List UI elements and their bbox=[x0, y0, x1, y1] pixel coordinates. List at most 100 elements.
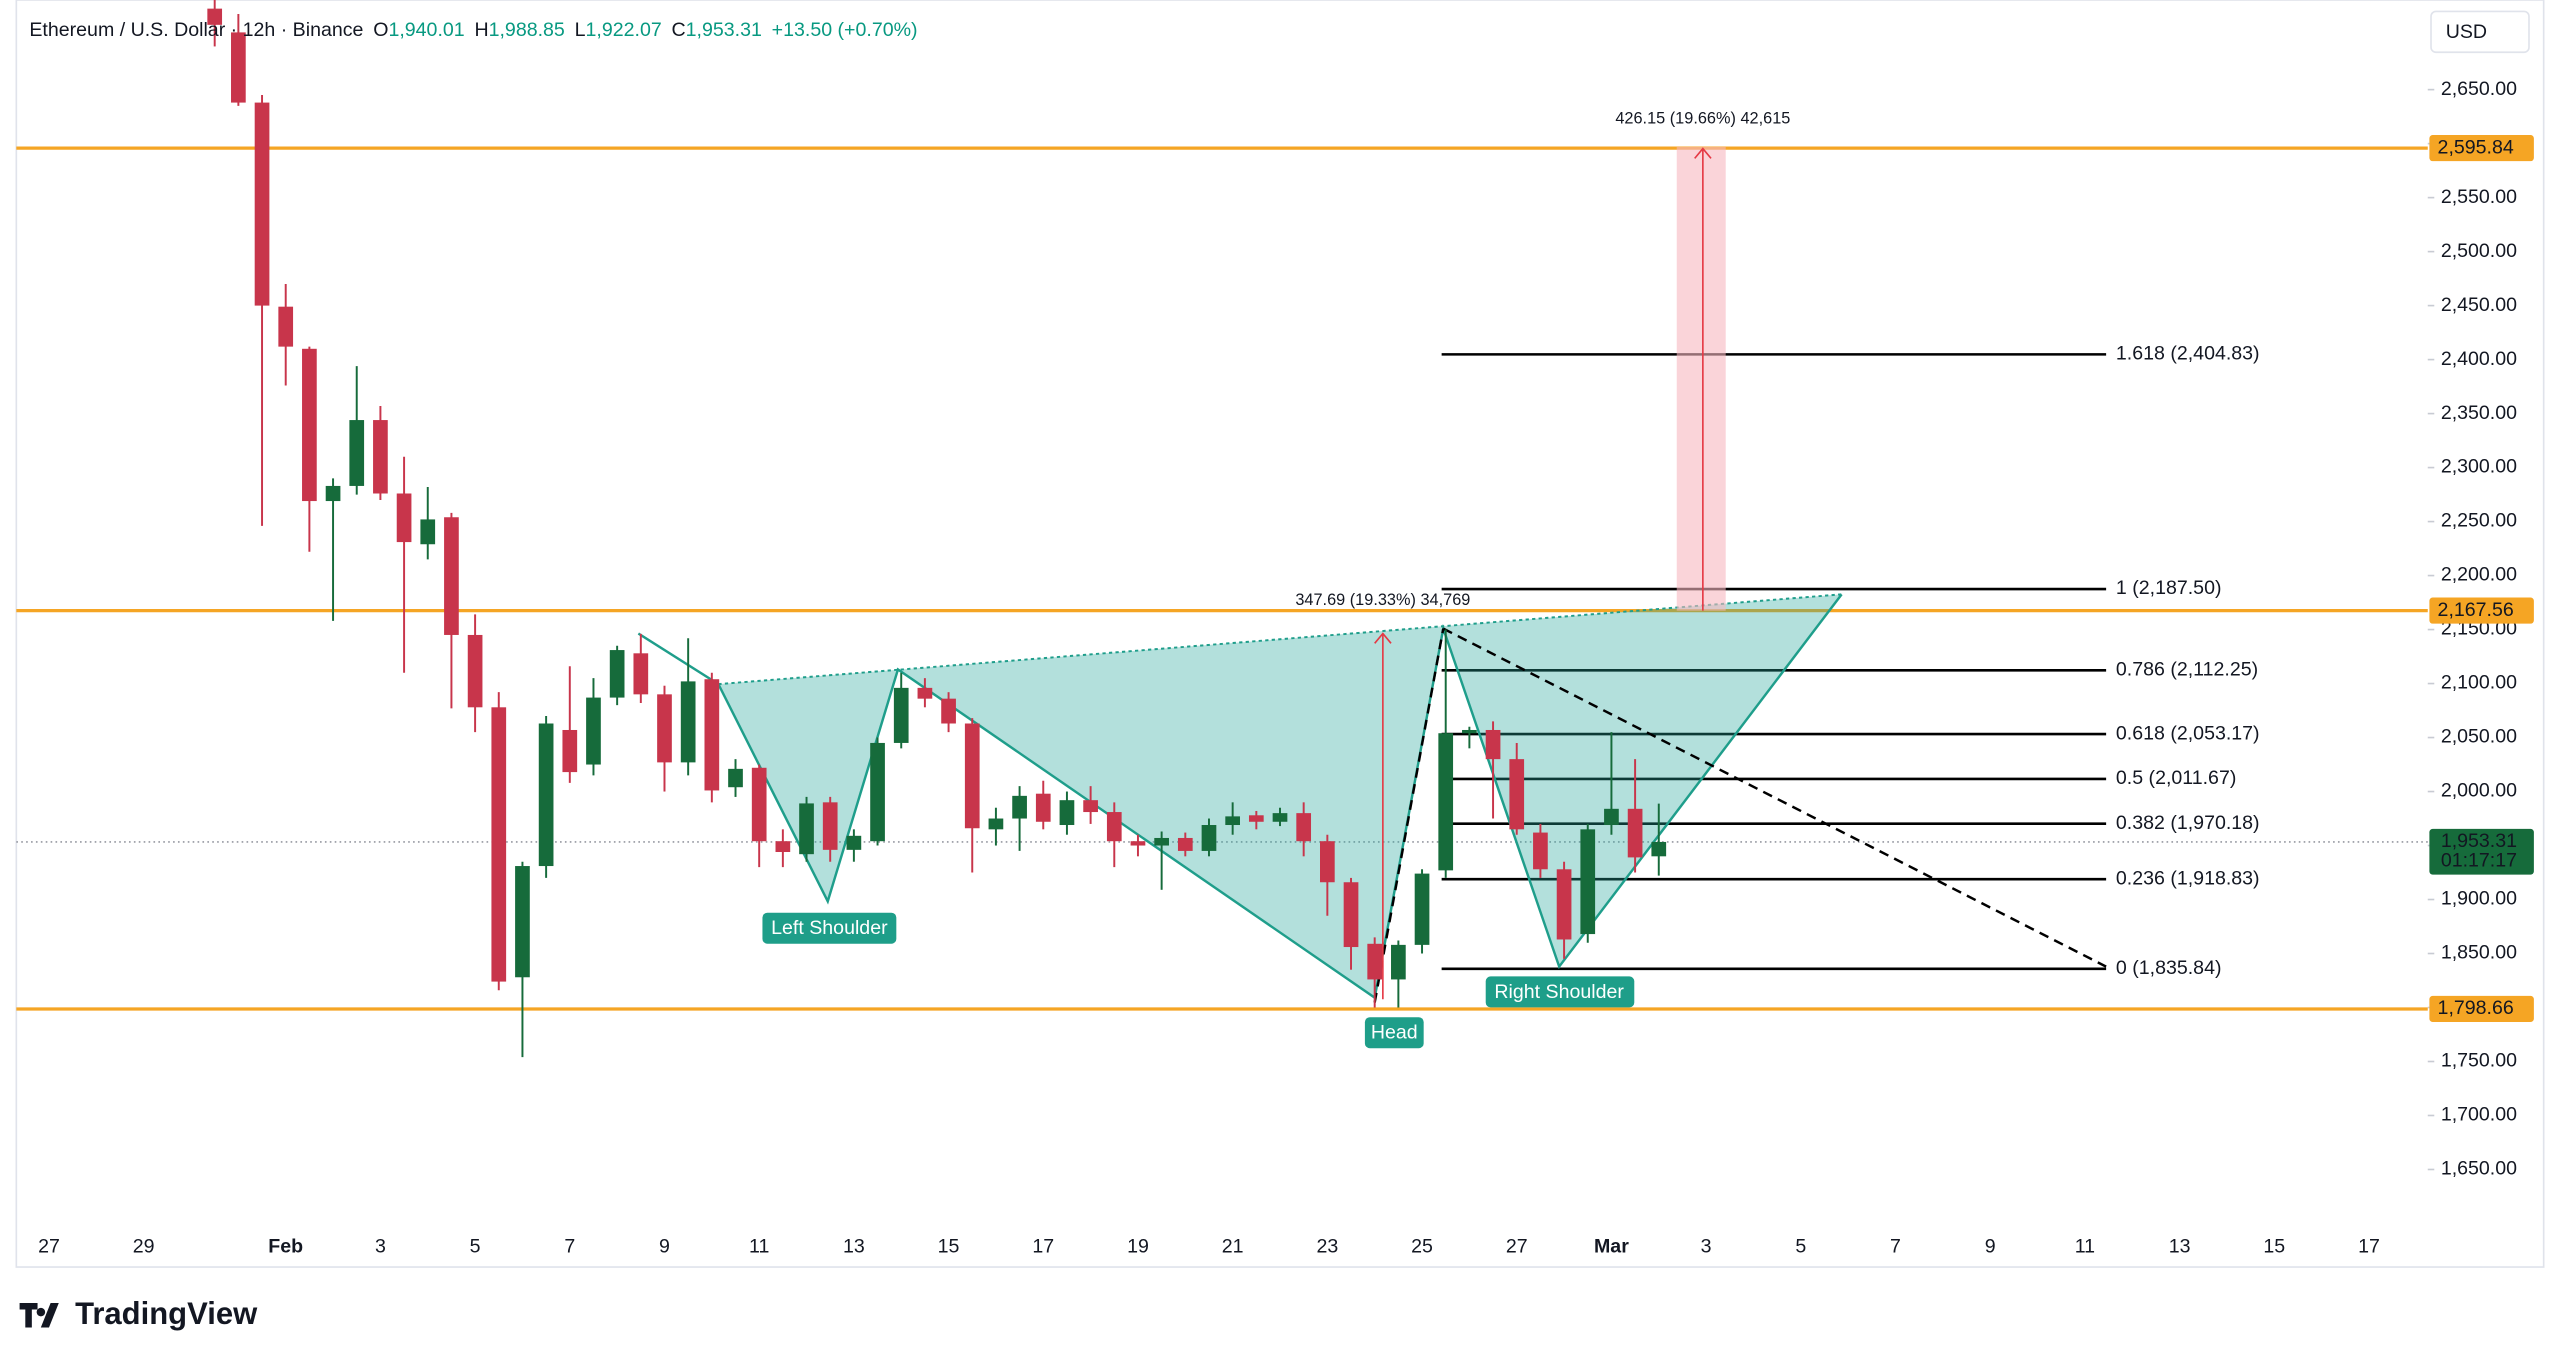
y-tick-label: 2,100.00 bbox=[2441, 672, 2517, 694]
candle-body bbox=[728, 768, 743, 788]
front-layer: 2,595.84 2,167.56 1,798.66 1.618 (2,404.83)… bbox=[2116, 135, 2534, 1023]
x-tick-label: 23 bbox=[1316, 1236, 1338, 1258]
fib-label: 0.5 (2,011.67) bbox=[2116, 767, 2236, 789]
candle-body bbox=[349, 420, 365, 486]
ohlc-key: O bbox=[373, 19, 388, 41]
target-box bbox=[1676, 146, 1726, 611]
x-tick-label: 25 bbox=[1411, 1236, 1433, 1258]
candle-body bbox=[775, 841, 791, 853]
x-tick-label: 9 bbox=[1985, 1236, 1996, 1258]
candle-body bbox=[1177, 837, 1193, 851]
fib-label: 1.618 (2,404.83) bbox=[2116, 343, 2260, 365]
label-box bbox=[1364, 1017, 1424, 1049]
logo-text: TradingView bbox=[75, 1296, 258, 1331]
candle-body bbox=[964, 723, 980, 829]
fib-label: 0.786 (2,112.25) bbox=[2116, 658, 2258, 680]
y-tick-label: 2,550.00 bbox=[2441, 186, 2517, 208]
candle-body bbox=[231, 32, 246, 103]
candle-body bbox=[278, 306, 294, 347]
x-tick-label: 9 bbox=[659, 1236, 670, 1258]
currency-box[interactable] bbox=[2430, 10, 2530, 54]
y-tick-label: 1,850.00 bbox=[2441, 942, 2517, 964]
x-tick-label: 3 bbox=[375, 1236, 386, 1258]
arrow-head bbox=[1374, 632, 1392, 644]
candle-body bbox=[515, 866, 530, 978]
y-tick-label: 2,500.00 bbox=[2441, 240, 2517, 262]
label-box bbox=[762, 912, 897, 944]
candle-body bbox=[1414, 873, 1430, 945]
candle-body bbox=[1154, 837, 1169, 846]
candle-body bbox=[870, 742, 885, 842]
candle-body bbox=[1651, 841, 1667, 857]
last-price-label: 1,953.31 bbox=[2441, 830, 2517, 852]
neckline bbox=[718, 593, 1842, 686]
x-tick-label: 29 bbox=[133, 1236, 155, 1258]
candle-body bbox=[1035, 793, 1051, 822]
fib-label: 0.236 (1,918.83) bbox=[2116, 867, 2260, 889]
candle-body bbox=[373, 420, 388, 494]
x-tick-label: 13 bbox=[843, 1236, 865, 1258]
candle-body bbox=[444, 517, 459, 635]
ohlc-key: C bbox=[672, 19, 686, 41]
candle-body bbox=[538, 723, 554, 867]
x-tick-label: 7 bbox=[564, 1236, 575, 1258]
candle-body bbox=[822, 802, 838, 850]
candle-body bbox=[704, 679, 720, 791]
label-box bbox=[1485, 976, 1635, 1008]
x-tick-label: 15 bbox=[2263, 1236, 2285, 1258]
candle-body bbox=[1059, 800, 1075, 826]
arrow-head bbox=[1694, 147, 1712, 159]
logo: TradingView bbox=[19, 1296, 258, 1331]
candle-body bbox=[1343, 882, 1359, 948]
x-tick-label: 5 bbox=[470, 1236, 481, 1258]
header: Ethereum / U.S. Dollar · 12h · Binance O1… bbox=[29, 19, 917, 41]
candle-body bbox=[988, 818, 1004, 830]
candle-body bbox=[491, 707, 507, 982]
candle-body bbox=[893, 687, 909, 743]
ohlc-value: 1,940.01 bbox=[388, 19, 464, 41]
y-tick-label: 2,350.00 bbox=[2441, 402, 2517, 424]
fib-label: 0.618 (2,053.17) bbox=[2116, 722, 2260, 744]
x-tick-label: 17 bbox=[2358, 1236, 2380, 1258]
candle-body bbox=[207, 8, 223, 25]
candle-body bbox=[396, 493, 412, 543]
candle-body bbox=[1272, 813, 1288, 822]
candle-body bbox=[254, 102, 270, 306]
logo-mark bbox=[19, 1302, 59, 1328]
measurement-label: 347.69 (19.33%) 34,769 bbox=[1295, 591, 1470, 609]
y-tick-label: 2,050.00 bbox=[2441, 726, 2517, 748]
level-label: 1,798.66 bbox=[2438, 997, 2514, 1019]
candle-body bbox=[325, 485, 341, 502]
y-tick-label: 1,650.00 bbox=[2441, 1158, 2517, 1180]
candle-body bbox=[1130, 841, 1146, 846]
x-tick-label: 3 bbox=[1701, 1236, 1712, 1258]
level-badge bbox=[2429, 597, 2534, 624]
fib-label: 1 (2,187.50) bbox=[2116, 577, 2222, 599]
candles bbox=[207, 0, 1667, 1058]
trend-line bbox=[1442, 627, 2107, 968]
candle-body bbox=[1012, 795, 1027, 819]
candle-body bbox=[1533, 832, 1548, 870]
x-tick-label: 27 bbox=[1506, 1236, 1528, 1258]
candle-body bbox=[1083, 800, 1098, 813]
candle-body bbox=[751, 767, 767, 842]
candle-body bbox=[941, 698, 956, 724]
x-tick-label: 17 bbox=[1032, 1236, 1054, 1258]
ohlc-value: 1,922.07 bbox=[586, 19, 662, 41]
ohlc-key: L bbox=[575, 19, 586, 41]
y-tick-label: 1,750.00 bbox=[2441, 1050, 2517, 1072]
fib-label: 0 (1,835.84) bbox=[2116, 957, 2222, 979]
measurement: 347.69 (19.33%) 34,769 426.15 (19.66%) 4… bbox=[1295, 110, 1790, 1000]
candle-body bbox=[1106, 812, 1122, 842]
pattern-labels: Left Shoulder Head Right Shoulder bbox=[762, 912, 1635, 1049]
x-tick-label: 5 bbox=[1795, 1236, 1806, 1258]
x-tick-label: 11 bbox=[2075, 1236, 2095, 1258]
candle-body bbox=[846, 835, 862, 850]
candle-body bbox=[467, 634, 483, 708]
symbol-title: Ethereum / U.S. Dollar · 12h · Binance bbox=[29, 19, 363, 41]
candle-body bbox=[586, 697, 601, 765]
fib-label: 0.382 (1,970.18) bbox=[2116, 812, 2260, 834]
candle-body bbox=[1225, 816, 1240, 826]
y-tick-label: 2,250.00 bbox=[2441, 510, 2517, 532]
